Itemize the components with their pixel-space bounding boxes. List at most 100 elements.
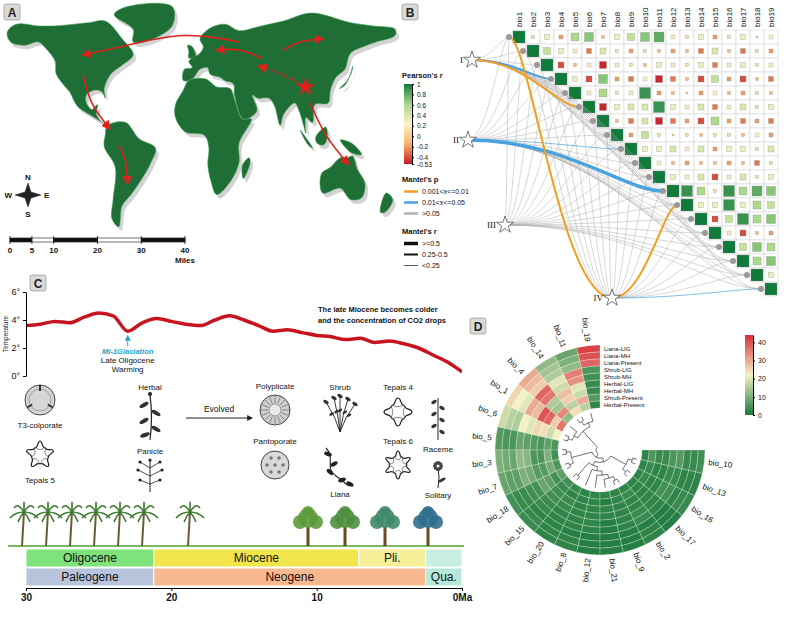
cell [629, 77, 634, 82]
icon-part [331, 395, 338, 401]
legend-label: 0.001<x<=0.01 [422, 188, 469, 195]
icon-part [140, 431, 151, 438]
cell-frame [750, 240, 764, 254]
scale-bar: 0510203040Miles [8, 236, 196, 265]
dispersal-arrow [217, 49, 262, 58]
cell [770, 162, 773, 165]
cell [741, 203, 746, 208]
icon-part [140, 480, 150, 484]
axis-line [26, 293, 27, 377]
heat-cell [638, 459, 648, 471]
scale-label: 30 [137, 246, 146, 255]
icon-part [324, 451, 333, 457]
cell-frame [722, 226, 736, 240]
cell-frame [666, 114, 680, 128]
icon-pantoporate [261, 451, 289, 479]
annotation: Mi-1Glaciation [102, 347, 154, 356]
tick: 0.2 [412, 122, 426, 129]
cell [756, 92, 759, 95]
compass-label: E [44, 191, 50, 200]
cell [686, 64, 689, 67]
cell-frame [638, 58, 652, 72]
cell [728, 50, 731, 53]
dendrogram-link [595, 475, 602, 488]
cell [769, 49, 773, 53]
cell [753, 257, 761, 265]
cell [657, 161, 661, 165]
cell-frame [680, 170, 694, 184]
tick-label: 30 [758, 357, 766, 364]
ring-label: Liana-MH [604, 353, 630, 359]
ring-label: Shrub-LIG [604, 367, 632, 373]
cell-frame [750, 44, 764, 58]
periods-label: Paleogene [61, 570, 119, 584]
axis-line [412, 85, 413, 165]
palm-frond [86, 506, 96, 512]
tick: 10 [753, 394, 766, 401]
icon-part [265, 400, 270, 405]
cell-frame [764, 254, 778, 268]
cell [698, 174, 704, 180]
colorbar-axis: 10.80.60.40.20-0.2-0.4-0.53 [412, 81, 432, 168]
cell [765, 283, 777, 295]
palm-frond [144, 512, 150, 522]
cell [628, 104, 634, 110]
land [339, 66, 352, 89]
cell-frame [582, 30, 596, 44]
compass-rose [15, 183, 41, 207]
periods-label: Qua. [431, 570, 457, 584]
icon-pollen3 [25, 385, 55, 415]
variable-label: bio16 [725, 7, 734, 27]
icon-part [269, 404, 281, 416]
icon-part [329, 412, 335, 417]
cell-frame [736, 58, 750, 72]
cell [585, 33, 594, 42]
variable-node [688, 216, 694, 222]
icon-part [278, 416, 281, 422]
palm-frond [120, 512, 126, 522]
dendrogram-link [624, 472, 627, 477]
trait-label: Polyplicate [256, 382, 295, 391]
axis-line [753, 336, 754, 416]
cell-frame [554, 58, 568, 72]
dendrogram-link [596, 457, 604, 462]
variable-node [646, 174, 652, 180]
tick-label: 0 [417, 133, 421, 140]
cell [727, 231, 731, 235]
sector-label: bio_15 [503, 524, 527, 548]
cell-frame [736, 142, 750, 156]
dispersal-arrow [310, 103, 348, 164]
cell [640, 88, 651, 99]
icon-part [158, 460, 161, 463]
trait-label: Herbal [138, 383, 162, 392]
dendrogram-link [562, 452, 566, 455]
trait-label: Tepals 6 [383, 437, 413, 446]
cell [571, 33, 579, 41]
land [242, 158, 250, 179]
cell [642, 118, 648, 124]
cell-frame [708, 86, 722, 100]
cell [654, 32, 664, 42]
cell [587, 91, 591, 95]
cell-frame [750, 100, 764, 114]
cell-frame [736, 156, 750, 170]
tick-mark [412, 164, 414, 165]
cell-frame [764, 156, 778, 170]
cell [656, 118, 663, 125]
cell [698, 104, 704, 110]
legend-label: 0.25-0.5 [422, 251, 448, 258]
scale-segment [32, 238, 54, 242]
cell [695, 213, 707, 225]
trait-label: Tepals 5 [25, 476, 55, 485]
cell [616, 92, 619, 95]
cell [713, 147, 717, 151]
variable-node [632, 160, 638, 166]
icon-part [27, 441, 54, 466]
heat-cell [579, 488, 591, 498]
cell [742, 162, 745, 165]
cell [527, 45, 539, 57]
cell-frame [764, 198, 778, 212]
figure: NWES0510203040MilesAbio1bio2bio3bio4bio5… [0, 0, 796, 620]
cell [740, 174, 746, 180]
cell-frame [722, 100, 736, 114]
